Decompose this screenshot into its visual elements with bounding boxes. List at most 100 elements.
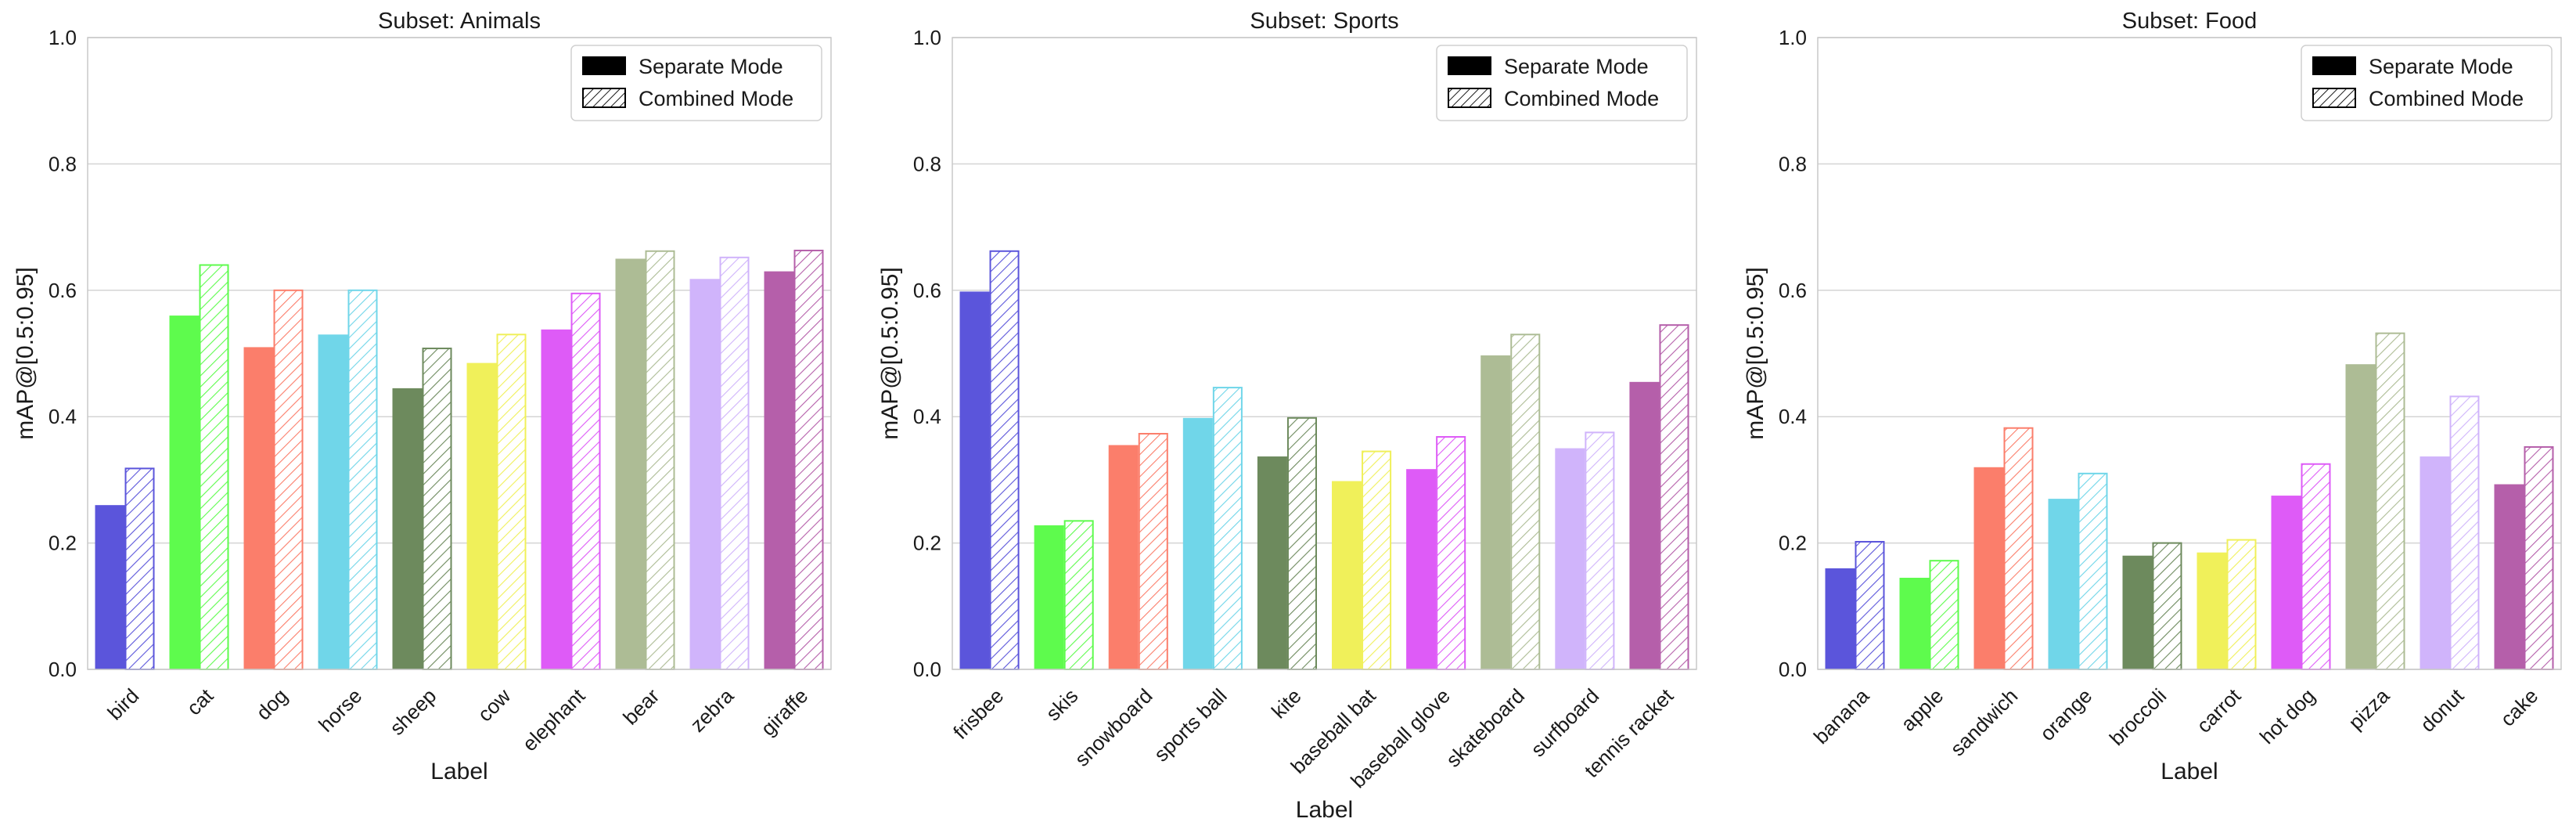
legend: Separate Mode Combined Mode xyxy=(2301,45,2553,121)
legend-box xyxy=(570,45,822,121)
plot-frame xyxy=(952,37,1697,670)
bar-separate-broccoli xyxy=(2122,555,2153,669)
bar-separate-carrot xyxy=(2196,552,2227,669)
y-tick-label: 0.8 xyxy=(49,152,77,175)
legend-swatch-combined xyxy=(582,88,626,108)
bar-separate-snowboard xyxy=(1108,445,1139,669)
bar-combined-cake xyxy=(2524,445,2554,670)
x-tick-label: apple xyxy=(1896,684,1948,736)
y-tick-label: 0.0 xyxy=(913,658,941,681)
bar-combined-donut xyxy=(2449,395,2480,670)
y-axis-label: mAP@[0.5:0.95] xyxy=(13,267,38,440)
x-tick-label: horse xyxy=(314,684,366,737)
bar-combined-orange xyxy=(2078,472,2108,671)
x-tick-label: broccoli xyxy=(2105,684,2171,751)
bar-separate-apple xyxy=(1899,577,1930,669)
legend-label-combined: Combined Mode xyxy=(2369,87,2524,110)
y-tick-label: 0.8 xyxy=(913,152,941,175)
bar-separate-zebra xyxy=(689,279,720,669)
bar-separate-giraffe xyxy=(764,271,794,669)
bar-combined-skis xyxy=(1063,520,1094,670)
x-tick-label: sports ball xyxy=(1149,684,1232,766)
bar-separate-hot-dog xyxy=(2271,496,2301,669)
y-tick-label: 0.6 xyxy=(913,279,941,302)
legend-swatch-combined xyxy=(1448,88,1491,108)
bar-combined-banana xyxy=(1855,540,1885,671)
bar-separate-cow xyxy=(466,362,497,669)
x-tick-label: surfboard xyxy=(1526,684,1603,762)
bar-combined-carrot xyxy=(2226,539,2257,670)
x-tick-label: giraffe xyxy=(756,684,812,741)
bar-separate-kite xyxy=(1257,456,1287,669)
bar-combined-sheep xyxy=(422,348,452,670)
x-tick-label: skis xyxy=(1042,684,1083,726)
bar-combined-bird xyxy=(124,467,155,671)
plot-frame xyxy=(1817,37,2562,670)
panel-2: 0.0 0.2 0.4 0.6 0.8 1.0 frisbee skissnowboardsp… xyxy=(877,9,1697,823)
x-axis-label: Label xyxy=(430,759,487,784)
bar-separate-pizza xyxy=(2345,364,2376,669)
chart-title: Subset: Food xyxy=(2122,9,2258,34)
y-axis-label: mAP@[0.5:0.95] xyxy=(877,267,903,440)
chart-title: Subset: Animals xyxy=(378,9,541,34)
bar-separate-frisbee xyxy=(959,291,990,669)
bar-separate-sandwich xyxy=(1973,467,2004,669)
legend-label-separate: Separate Mode xyxy=(2369,55,2513,78)
legend-label-separate: Separate Mode xyxy=(1504,55,1649,78)
plot-frame xyxy=(87,37,832,670)
x-tick-label: bear xyxy=(618,683,664,729)
bar-separate-cake xyxy=(2494,484,2524,669)
x-tick-label: cow xyxy=(473,683,515,726)
x-tick-label: cake xyxy=(2495,684,2542,731)
chart-title: Subset: Sports xyxy=(1250,9,1398,34)
legend-label-combined: Combined Mode xyxy=(639,87,793,110)
bar-combined-frisbee xyxy=(989,250,1020,670)
y-tick-label: 0.4 xyxy=(49,405,77,428)
bar-separate-bird xyxy=(95,505,125,669)
x-tick-label: donut xyxy=(2416,683,2469,737)
y-tick-label: 0.6 xyxy=(49,279,77,302)
bar-combined-kite xyxy=(1286,416,1317,671)
bar-separate-elephant xyxy=(541,329,571,669)
x-tick-label: sheep xyxy=(385,684,441,740)
x-tick-label: bird xyxy=(103,684,143,725)
x-tick-label: zebra xyxy=(685,683,739,737)
bar-separate-donut xyxy=(2419,456,2450,669)
bar-combined-broccoli xyxy=(2152,542,2182,670)
y-tick-label: 0.2 xyxy=(49,532,77,555)
legend-label-separate: Separate Mode xyxy=(639,55,783,78)
bar-combined-baseball-bat xyxy=(1362,450,1392,671)
x-tick-label: dog xyxy=(251,684,292,725)
bar-combined-baseball-glove xyxy=(1436,436,1466,670)
x-tick-label: cat xyxy=(182,683,218,719)
bar-separate-sheep xyxy=(392,388,423,669)
bar-combined-hot-dog xyxy=(2301,463,2331,670)
y-tick-label: 0.2 xyxy=(1779,532,1807,555)
bar-combined-cow xyxy=(496,334,527,670)
y-tick-label: 1.0 xyxy=(49,26,77,49)
bar-combined-pizza xyxy=(2375,332,2405,670)
legend: Separate Mode Combined Mode xyxy=(1436,45,1688,121)
x-tick-label: frisbee xyxy=(948,684,1008,744)
bar-combined-sports-ball xyxy=(1212,387,1243,670)
bar-combined-skateboard xyxy=(1510,334,1541,670)
y-tick-label: 0.4 xyxy=(1779,405,1807,428)
bar-combined-dog xyxy=(273,289,304,670)
x-tick-label: hot dog xyxy=(2255,684,2320,749)
x-tick-label: elephant xyxy=(518,683,590,755)
x-tick-label: kite xyxy=(1267,684,1306,723)
x-tick-label: sandwich xyxy=(1945,684,2022,761)
legend-box xyxy=(1436,45,1688,121)
x-tick-label: banana xyxy=(1809,683,1874,748)
y-tick-label: 0.8 xyxy=(1779,152,1807,175)
y-tick-label: 0.2 xyxy=(913,532,941,555)
bar-combined-tennis-racket xyxy=(1659,324,1689,670)
bar-separate-tennis-racket xyxy=(1629,381,1660,669)
bar-separate-sports-ball xyxy=(1182,417,1213,669)
x-tick-label: snowboard xyxy=(1070,684,1157,771)
bar-combined-apple xyxy=(1929,560,1959,670)
y-tick-label: 0.0 xyxy=(49,658,77,681)
panel-1: 0.0 0.2 0.4 0.6 0.8 1.0 bird cat dog horse sheep co… xyxy=(13,9,832,784)
y-tick-label: 1.0 xyxy=(913,26,941,49)
